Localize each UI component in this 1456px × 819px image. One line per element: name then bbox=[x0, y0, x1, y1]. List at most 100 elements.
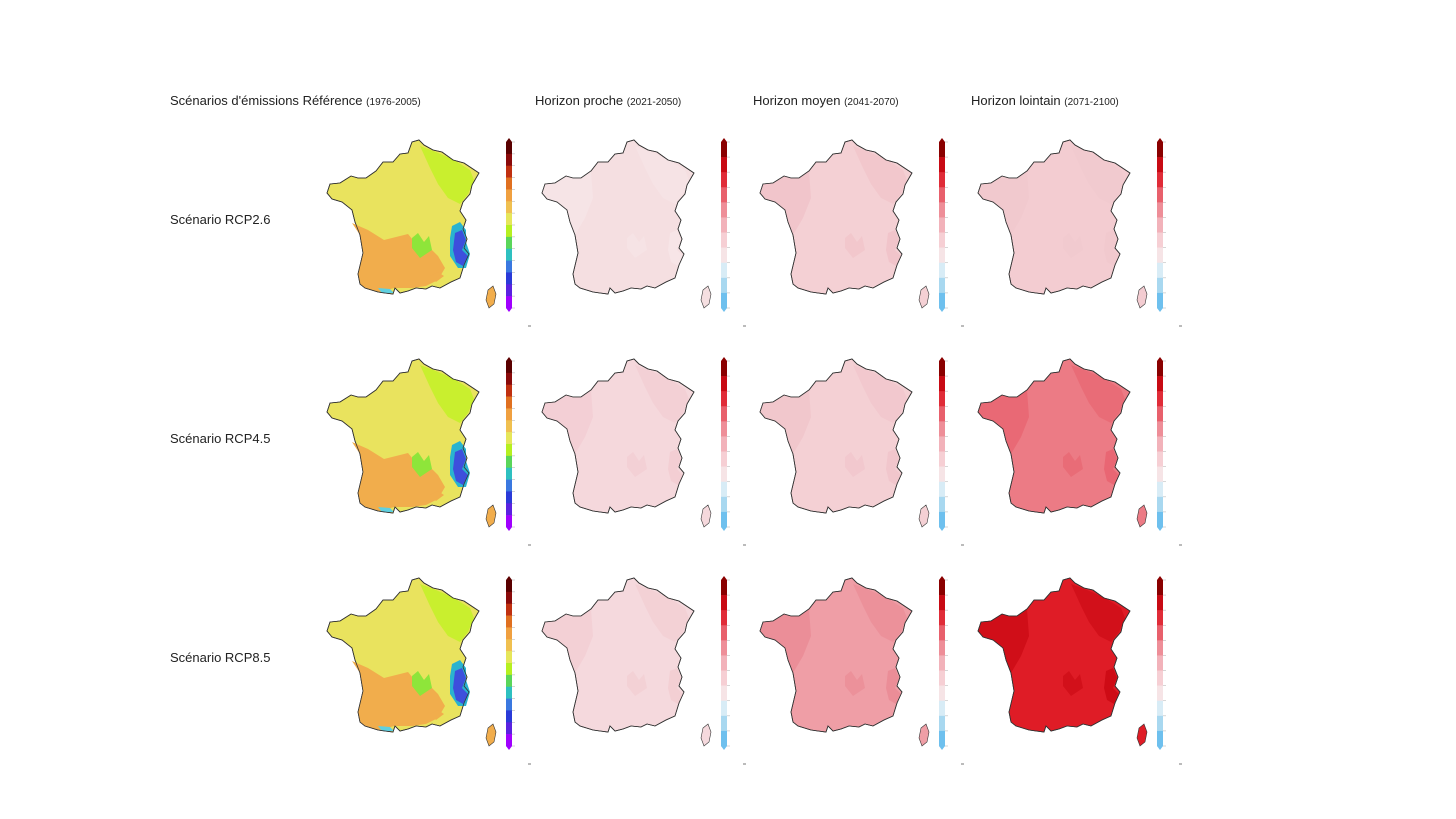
colorbar-step bbox=[939, 391, 945, 407]
colorbar bbox=[939, 357, 948, 531]
anomaly-map-panel bbox=[535, 576, 750, 774]
colorbar-bottom-arrow bbox=[721, 527, 727, 531]
colorbar-step bbox=[721, 421, 727, 437]
colorbar-top-arrow bbox=[721, 576, 727, 580]
colorbar-step bbox=[1157, 232, 1163, 248]
region-west bbox=[542, 609, 593, 673]
colorbar-step bbox=[721, 202, 727, 218]
colorbar-step bbox=[506, 686, 512, 699]
colorbar-step bbox=[721, 277, 727, 294]
colorbar-step bbox=[939, 262, 945, 279]
colorbar-step bbox=[1157, 481, 1163, 498]
colorbar-step bbox=[1157, 187, 1163, 203]
colorbar-step bbox=[1157, 262, 1163, 279]
colorbar-step bbox=[939, 580, 945, 596]
colorbar-step bbox=[506, 284, 512, 297]
region-alps bbox=[1104, 449, 1119, 485]
region-alps bbox=[1104, 230, 1119, 266]
anomaly-map-panel bbox=[535, 138, 750, 336]
colorbar-step bbox=[506, 580, 512, 593]
colorbar-top-arrow bbox=[506, 357, 512, 361]
region-west bbox=[978, 609, 1029, 673]
colorbar-step bbox=[939, 610, 945, 626]
france-map bbox=[326, 576, 531, 765]
colorbar-step bbox=[1157, 700, 1163, 717]
reference-heading: Référence bbox=[302, 93, 363, 108]
colorbar-step bbox=[506, 479, 512, 492]
colorbar-step bbox=[721, 172, 727, 188]
france-map bbox=[759, 357, 964, 546]
colorbar-step bbox=[721, 580, 727, 596]
colorbar-step bbox=[939, 436, 945, 452]
colorbar-step bbox=[1157, 496, 1163, 513]
region-pyrenees bbox=[378, 507, 394, 512]
horizon-lointain-heading: Horizon lointain bbox=[971, 93, 1061, 108]
colorbar-step bbox=[506, 396, 512, 409]
france-map bbox=[541, 576, 746, 765]
colorbar-step bbox=[721, 232, 727, 248]
colorbar-step bbox=[506, 248, 512, 261]
colorbar-step bbox=[939, 730, 945, 747]
corsica bbox=[1136, 723, 1148, 747]
colorbar-step bbox=[1157, 406, 1163, 422]
region-northeast bbox=[853, 365, 907, 423]
colorbar-step bbox=[721, 685, 727, 702]
colorbar-step bbox=[939, 466, 945, 483]
colorbar bbox=[506, 576, 515, 750]
corsica bbox=[918, 504, 930, 528]
colorbar bbox=[721, 138, 730, 312]
corsica bbox=[700, 504, 712, 528]
colorbar-step bbox=[721, 262, 727, 279]
colorbar-bottom-arrow bbox=[1157, 527, 1163, 531]
anomaly-map-panel bbox=[753, 138, 968, 336]
colorbar-step bbox=[721, 511, 727, 528]
reference-map-panel bbox=[320, 357, 535, 555]
colorbar bbox=[1157, 357, 1166, 531]
colorbar-step bbox=[939, 496, 945, 513]
colorbar-top-arrow bbox=[721, 357, 727, 361]
region-west bbox=[760, 171, 811, 235]
corsica bbox=[485, 504, 497, 528]
france-map bbox=[541, 138, 746, 327]
region-northeast bbox=[420, 146, 474, 204]
corsica bbox=[700, 285, 712, 309]
colorbar-step bbox=[1157, 277, 1163, 294]
colorbar-step bbox=[506, 189, 512, 202]
colorbar-top-arrow bbox=[1157, 357, 1163, 361]
colorbar-step bbox=[1157, 511, 1163, 528]
colorbar bbox=[721, 357, 730, 531]
colorbar-step bbox=[939, 361, 945, 377]
france-map bbox=[326, 357, 531, 546]
anomaly-map-panel bbox=[971, 138, 1186, 336]
colorbar-step bbox=[721, 496, 727, 513]
colorbar-step bbox=[721, 715, 727, 732]
colorbar-step bbox=[721, 247, 727, 264]
colorbar-step bbox=[721, 625, 727, 641]
region-west bbox=[978, 171, 1029, 235]
region-northeast bbox=[853, 146, 907, 204]
colorbar-step bbox=[506, 384, 512, 397]
region-west bbox=[760, 390, 811, 454]
scenarios-heading: Scénarios d'émissions bbox=[170, 93, 299, 108]
region-alps bbox=[668, 449, 683, 485]
colorbar bbox=[939, 138, 948, 312]
colorbar-step bbox=[939, 232, 945, 248]
colorbar-step bbox=[939, 481, 945, 498]
colorbar-top-arrow bbox=[1157, 138, 1163, 142]
colorbar-step bbox=[1157, 685, 1163, 702]
colorbar-step bbox=[721, 361, 727, 377]
region-massif-central bbox=[412, 233, 432, 258]
colorbar-step bbox=[506, 420, 512, 433]
france-map bbox=[977, 576, 1182, 765]
colorbar-step bbox=[506, 408, 512, 421]
corsica bbox=[918, 723, 930, 747]
colorbar-step bbox=[939, 421, 945, 437]
region-alps bbox=[668, 230, 683, 266]
reference-map-panel bbox=[320, 576, 535, 774]
colorbar-step bbox=[1157, 610, 1163, 626]
region-massif-central bbox=[1063, 233, 1083, 258]
colorbar-step bbox=[721, 157, 727, 173]
region-northeast bbox=[420, 365, 474, 423]
france-map bbox=[977, 357, 1182, 546]
colorbar-step bbox=[506, 372, 512, 386]
